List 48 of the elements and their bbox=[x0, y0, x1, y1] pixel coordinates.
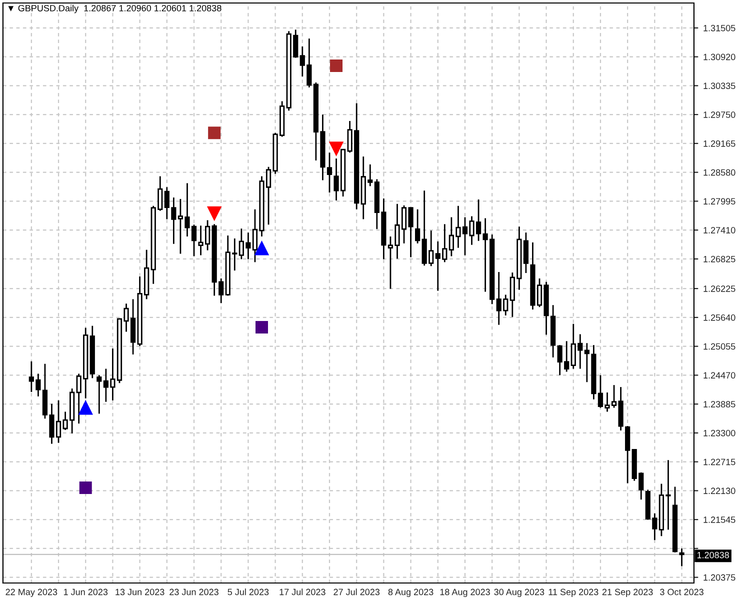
y-tick-label: 1.22715 bbox=[704, 458, 736, 466]
candlestick bbox=[625, 425, 630, 484]
candlestick bbox=[523, 232, 529, 274]
y-tick-label: 1.25640 bbox=[704, 314, 736, 321]
x-tick-label: 30 Aug 2023 bbox=[494, 588, 544, 597]
y-tick-label: 1.29750 bbox=[704, 112, 736, 118]
point bbox=[208, 126, 221, 140]
x-tick-label: 27 Jul 2023 bbox=[334, 588, 380, 596]
x-tick-label: 1 Jun 2023 bbox=[64, 588, 108, 596]
y-tick-label: 1.26825 bbox=[704, 256, 736, 262]
y-tick-label: 1.30920 bbox=[704, 54, 736, 60]
x-tick-label: 11 Sep 2023 bbox=[548, 588, 598, 597]
point bbox=[330, 59, 343, 72]
y-tick-label: 1.28580 bbox=[704, 169, 736, 176]
y-tick-label: 1.21545 bbox=[704, 516, 736, 523]
candlestick bbox=[96, 374, 102, 414]
y-tick-label: 1.27410 bbox=[704, 227, 736, 234]
point bbox=[78, 400, 93, 415]
chart-title: ▼ GBPUSD.Daily 1.20867 1.20960 1.20601 1.20838 bbox=[8, 4, 222, 14]
x-tick-label: 21 Sep 2023 bbox=[602, 588, 653, 597]
y-tick-label: 1.25055 bbox=[704, 343, 736, 350]
y-tick-label: 1.27995 bbox=[704, 198, 736, 205]
x-tick-label: 5 Jul 2023 bbox=[228, 588, 269, 596]
x-tick-label: 18 Aug 2023 bbox=[440, 588, 490, 597]
x-tick-label: 3 Oct 2023 bbox=[660, 588, 704, 596]
candlestick bbox=[679, 548, 684, 567]
x-tick-label: 22 May 2023 bbox=[6, 588, 58, 597]
point bbox=[254, 241, 269, 256]
x-tick-label: 17 Jul 2023 bbox=[280, 588, 326, 596]
y-tick-label: 1.30335 bbox=[704, 82, 736, 90]
y-tick-label: 1.23885 bbox=[704, 401, 736, 408]
candlestick bbox=[415, 208, 420, 244]
y-tick-label: 1.22130 bbox=[704, 488, 736, 494]
y-tick-label: 1.29165 bbox=[704, 140, 736, 147]
y-tick-label: 1.26225 bbox=[704, 286, 736, 292]
point bbox=[329, 142, 344, 156]
point bbox=[207, 206, 222, 220]
point bbox=[256, 321, 268, 334]
ref-line-label: 1.20838 bbox=[697, 552, 729, 558]
candlestick bbox=[584, 342, 590, 383]
y-tick-label: 1.20375 bbox=[704, 574, 736, 581]
y-tick-label: 1.23300 bbox=[704, 430, 736, 436]
x-tick-label: 13 Jun 2023 bbox=[116, 588, 164, 596]
x-tick-label: 23 Jun 2023 bbox=[170, 588, 218, 596]
point bbox=[79, 481, 92, 494]
y-tick-label: 1.24470 bbox=[704, 372, 736, 379]
y-tick-label: 1.31505 bbox=[704, 24, 736, 32]
x-tick-label: 8 Aug 2023 bbox=[388, 588, 434, 597]
